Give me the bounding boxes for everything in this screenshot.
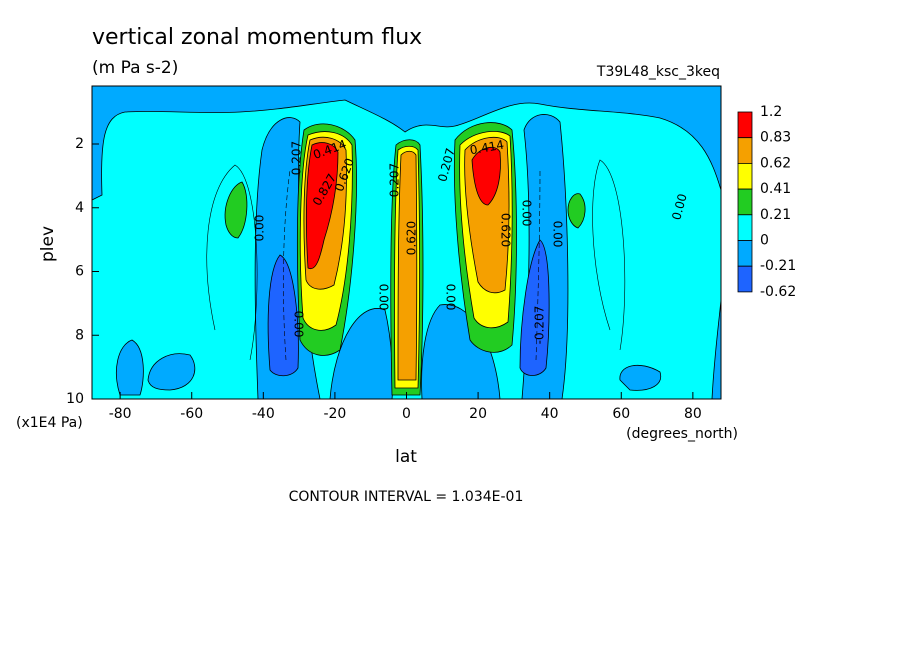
x-units: (degrees_north) <box>626 426 738 442</box>
y-tick-label: 10 <box>66 391 84 407</box>
contour-band <box>267 254 299 377</box>
contour-line <box>206 164 258 361</box>
contour-band <box>224 181 248 239</box>
contour-band <box>619 364 662 391</box>
colorbar-label: -0.21 <box>760 258 796 274</box>
colorbar-box <box>737 162 753 190</box>
contour-label: 0.00 <box>253 215 267 242</box>
colorbar-label: -0.62 <box>760 284 796 300</box>
x-tick-label: -60 <box>180 406 203 422</box>
contour-label: 0.00 <box>377 284 391 311</box>
y-tick-label: 2 <box>75 136 84 152</box>
contour-line <box>283 169 291 361</box>
contour-band <box>421 304 501 399</box>
contour-band <box>116 339 144 396</box>
y-tick-label: 6 <box>75 264 84 280</box>
contour-label: 0.00 <box>444 284 458 311</box>
x-tick-label: 40 <box>541 406 559 422</box>
y-tick-label: 4 <box>75 200 84 216</box>
contour-line <box>535 169 541 361</box>
x-tick-label: -80 <box>109 406 132 422</box>
contour-band <box>519 239 550 376</box>
colorbar-box <box>737 240 753 267</box>
chart-title: vertical zonal momentum flux <box>92 25 422 50</box>
colorbar-label: 0.83 <box>760 130 791 146</box>
contour-line <box>592 159 626 351</box>
x-tick-label: 60 <box>612 406 630 422</box>
contour-label: 0.414 <box>469 138 505 158</box>
contour-label: 0.207 <box>388 163 402 197</box>
colorbar-box <box>737 214 753 241</box>
contour-label: 0.207 <box>290 141 304 175</box>
y-axis-label: plev <box>38 226 58 262</box>
contour-band <box>471 146 501 206</box>
chart-subtitle: (m Pa s-2) <box>92 58 178 78</box>
x-tick-label: 20 <box>469 406 487 422</box>
contour-label: 0.00 <box>292 311 306 338</box>
y-units: (x1E4 Pa) <box>16 415 83 431</box>
x-tick-label: -20 <box>323 406 346 422</box>
contour-band <box>397 150 418 381</box>
colorbar-box <box>737 137 753 164</box>
contour-band <box>92 86 721 201</box>
contour-label: 0.620 <box>499 213 513 247</box>
contour-field <box>92 86 721 399</box>
colorbar-box <box>737 188 753 216</box>
colorbar-label: 0 <box>760 233 769 249</box>
contour-band <box>147 353 196 391</box>
y-tick-label: 8 <box>75 327 84 343</box>
contour-label: 0.620 <box>405 221 419 255</box>
contour-label: 0.00 <box>551 221 565 248</box>
x-tick-label: -40 <box>252 406 275 422</box>
colorbar-label: 0.41 <box>760 181 791 197</box>
colorbar-label: 1.2 <box>760 104 782 120</box>
colorbar-box <box>737 265 753 293</box>
x-tick-label: 0 <box>402 406 411 422</box>
x-tick-label: 80 <box>684 406 702 422</box>
contour-band <box>305 142 339 270</box>
contour-band <box>567 193 586 229</box>
dataset-label: T39L48_ksc_3keq <box>596 64 720 80</box>
x-axis-label: lat <box>395 447 417 467</box>
colorbar-box <box>737 111 753 139</box>
contour-label: -0.207 <box>533 306 547 345</box>
colorbar-label: 0.62 <box>760 155 791 171</box>
footnote: CONTOUR INTERVAL = 1.034E-01 <box>289 489 524 505</box>
contour-label: 0.00 <box>520 200 534 227</box>
colorbar-label: 0.21 <box>760 207 791 223</box>
contour-label: 0.00 <box>669 192 689 221</box>
